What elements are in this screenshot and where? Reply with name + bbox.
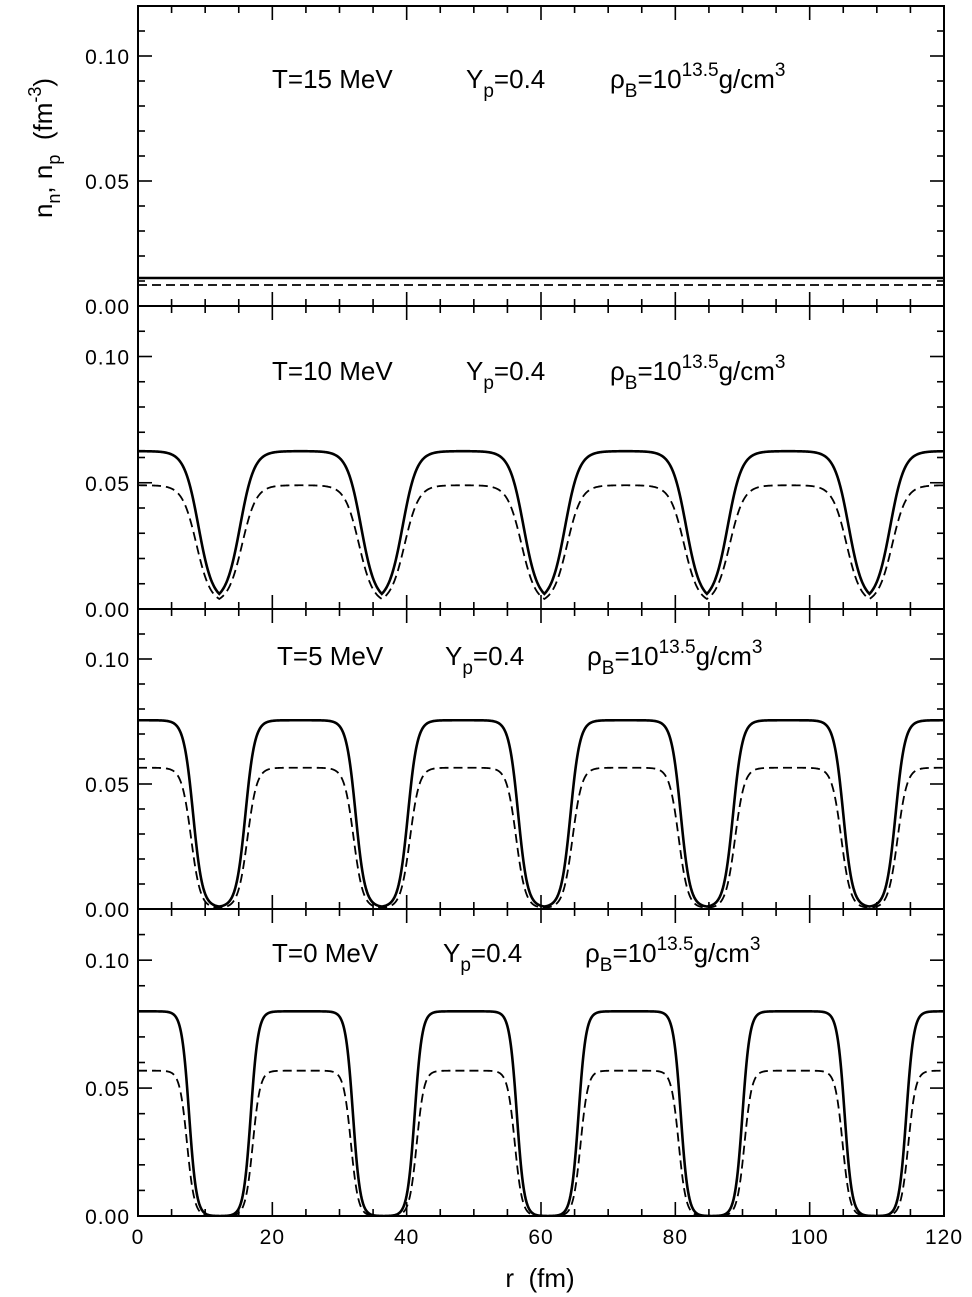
y-tick-label: 0.00 [85, 1206, 130, 1229]
x-tick-label: 80 [663, 1226, 688, 1249]
annotation-temperature: T=10 MeV [272, 356, 393, 386]
annotation-yp-value: =0.4 [494, 64, 545, 94]
annotation-rho-exponent: 13.5 [682, 60, 719, 81]
annotation-rho: ρ [610, 356, 625, 386]
annotation-density: ρB=1013.5g/cm3 [610, 352, 786, 394]
x-axis-title: r (fm) [505, 1263, 574, 1293]
annotation-rho-sub: B [625, 81, 638, 102]
panel-3: 0.00 0.05 0.10 T=5 MeV Yp=0.4 ρB=1013.5g/cm3 [85, 608, 945, 922]
panels: 0.000.050.10T=15 MeV Yp=0.4 ρB=1013.5g/cm3… [85, 5, 963, 1249]
annotation-density: ρB=1013.5g/cm3 [610, 60, 786, 102]
proton-density-line [138, 484, 944, 600]
y-tick-label: 0.05 [85, 1078, 130, 1101]
annotation-yp-value: =0.4 [471, 938, 522, 968]
annotation-rho-value: =10 [637, 356, 681, 386]
annotation-yp-sub: p [462, 658, 473, 679]
panel-frame [137, 608, 945, 910]
proton-density-line [138, 766, 944, 909]
x-tick-label: 40 [394, 1226, 419, 1249]
annotation-proton-fraction: Yp=0.4 [443, 938, 522, 976]
x-tick-label: 120 [925, 1226, 963, 1249]
annotation-rho-exponent: 13.5 [682, 352, 719, 373]
y-tick-label: 0.10 [85, 950, 130, 973]
annotation-density: ρB=1013.5g/cm3 [587, 637, 763, 679]
proton-density-line [138, 1069, 944, 1216]
y-axis-title-close: ) [28, 78, 58, 87]
annotation-temperature: T=0 MeV [272, 938, 379, 968]
annotation-rho: ρ [610, 64, 625, 94]
y-axis-title-n: n [28, 204, 58, 218]
y-tick-label: 0.05 [85, 473, 130, 496]
annotation-rho-value: =10 [637, 64, 681, 94]
annotation-rho-exponent: 13.5 [659, 637, 696, 658]
y-axis-title-units: (fm [28, 103, 58, 155]
y-tick-label: 0.10 [85, 347, 130, 370]
annotation-rho-value: =10 [614, 641, 658, 671]
annotation-yp-sub: p [483, 373, 494, 394]
annotation-yp-base: Y [466, 64, 483, 94]
annotation-temperature: T=15 MeV [272, 64, 393, 94]
y-axis-title-n-sub: n [44, 194, 64, 204]
annotation-yp-base: Y [466, 356, 483, 386]
annotation-rho-value: =10 [612, 938, 656, 968]
x-tick-label: 100 [791, 1226, 829, 1249]
y-axis-title-comma: , n [28, 165, 58, 194]
annotation-rho: ρ [585, 938, 600, 968]
x-tick-label: 20 [260, 1226, 285, 1249]
annotation-yp-value: =0.4 [494, 356, 545, 386]
x-tick-label: 0 [132, 1226, 145, 1249]
annotation-rho-unit-exponent: 3 [750, 934, 761, 955]
annotation-proton-fraction: Yp=0.4 [466, 356, 545, 394]
annotation-temperature: T=5 MeV [277, 641, 384, 671]
y-tick-label: 0.00 [85, 599, 130, 622]
annotation-rho-unit: g/cm [696, 641, 752, 671]
annotation-rho: ρ [587, 641, 602, 671]
y-axis-title: nn, np (fm-3) [25, 78, 64, 218]
annotation-yp-sub: p [483, 81, 494, 102]
panel-frame [137, 908, 945, 1217]
y-tick-label: 0.10 [85, 46, 130, 69]
annotation-rho-exponent: 13.5 [657, 934, 694, 955]
annotation-yp-base: Y [443, 938, 460, 968]
y-tick-label: 0.05 [85, 774, 130, 797]
annotation-rho-unit-exponent: 3 [775, 60, 786, 81]
annotation-proton-fraction: Yp=0.4 [466, 64, 545, 102]
neutron-density-line [138, 1010, 944, 1216]
y-tick-label: 0.10 [85, 649, 130, 672]
panel-frame [137, 5, 945, 307]
y-tick-label: 0.05 [85, 171, 130, 194]
annotation-rho-sub: B [600, 955, 613, 976]
panel-2: 0.00 0.05 0.10 T=10 MeV Yp=0.4 ρB=1013.5g/cm3 [85, 305, 945, 622]
annotation-yp-value: =0.4 [473, 641, 524, 671]
annotation-proton-fraction: Yp=0.4 [445, 641, 524, 679]
annotation-rho-unit-exponent: 3 [775, 352, 786, 373]
panel-4: 0.00 0.05 0.10 0 20 40 60 80 100 120 T=0 MeV Yp=0.4… [85, 908, 963, 1249]
y-axis-title-exp: -3 [25, 87, 45, 103]
annotation-rho-sub: B [625, 373, 638, 394]
annotation-rho-unit-exponent: 3 [752, 637, 763, 658]
annotation-yp-base: Y [445, 641, 462, 671]
panel-1: 0.00 0.05 0.10 T=15 MeV Yp=0.4 ρB=1013.5g/cm3 [85, 5, 945, 319]
annotation-density: ρB=1013.5g/cm3 [585, 934, 761, 976]
annotation-rho-sub: B [602, 658, 615, 679]
x-tick-label: 60 [528, 1226, 553, 1249]
y-tick-label: 0.00 [85, 296, 130, 319]
y-axis-title-p-sub: p [44, 155, 64, 165]
y-tick-label: 0.00 [85, 899, 130, 922]
panel-frame [137, 305, 945, 610]
annotation-rho-unit: g/cm [694, 938, 750, 968]
annotation-yp-sub: p [460, 955, 471, 976]
annotation-rho-unit: g/cm [719, 356, 775, 386]
neutron-density-line [138, 718, 944, 908]
neutron-density-line [138, 449, 944, 596]
annotation-rho-unit: g/cm [719, 64, 775, 94]
